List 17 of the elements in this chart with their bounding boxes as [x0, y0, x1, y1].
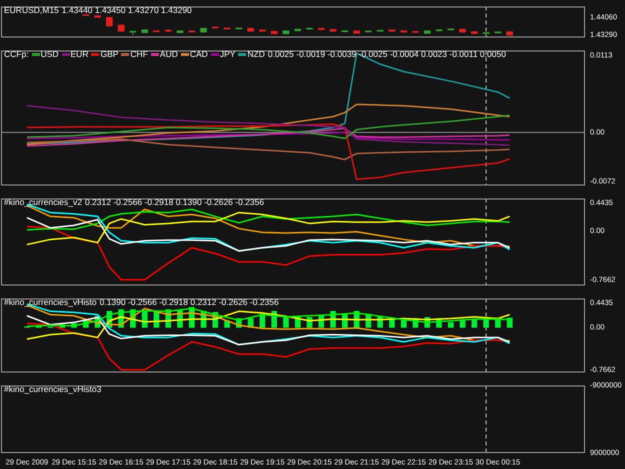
chart-title: EURUSD,M15: [4, 5, 59, 15]
chart-title: #kino_currencies_vHisto: [4, 297, 97, 307]
legend-label: NZD: [247, 49, 265, 59]
annotation: 0.1390 -0.2566 -0.2918 0.2312 -0.2626 -0.2356: [100, 297, 279, 307]
legend-label: USD: [40, 49, 59, 59]
legend-label: AUD: [160, 49, 178, 59]
annotation: 0.2312 -0.2566 -0.2918 0.1390 -0.2626 -0.2356: [84, 197, 264, 207]
legend-label: EUR: [70, 49, 88, 59]
chart-title: #kino_currencies_v2: [4, 197, 82, 207]
annotation: 0.0025 -0.0019 -0.0039 -0.0025 -0.0004 0.0023 -0.0011 0.0050: [268, 49, 506, 59]
annotation: 1.43440 1.43450 1.43270 1.43290: [62, 5, 192, 15]
chart-title: CCFp:: [4, 49, 29, 59]
legend-label: CAD: [190, 49, 208, 59]
legend-label: GBP: [100, 49, 118, 59]
legend-label: CHF: [130, 49, 148, 59]
chart-title: #kino_currencies_vHisto3: [4, 384, 102, 394]
legend-label: JPY: [220, 49, 236, 59]
